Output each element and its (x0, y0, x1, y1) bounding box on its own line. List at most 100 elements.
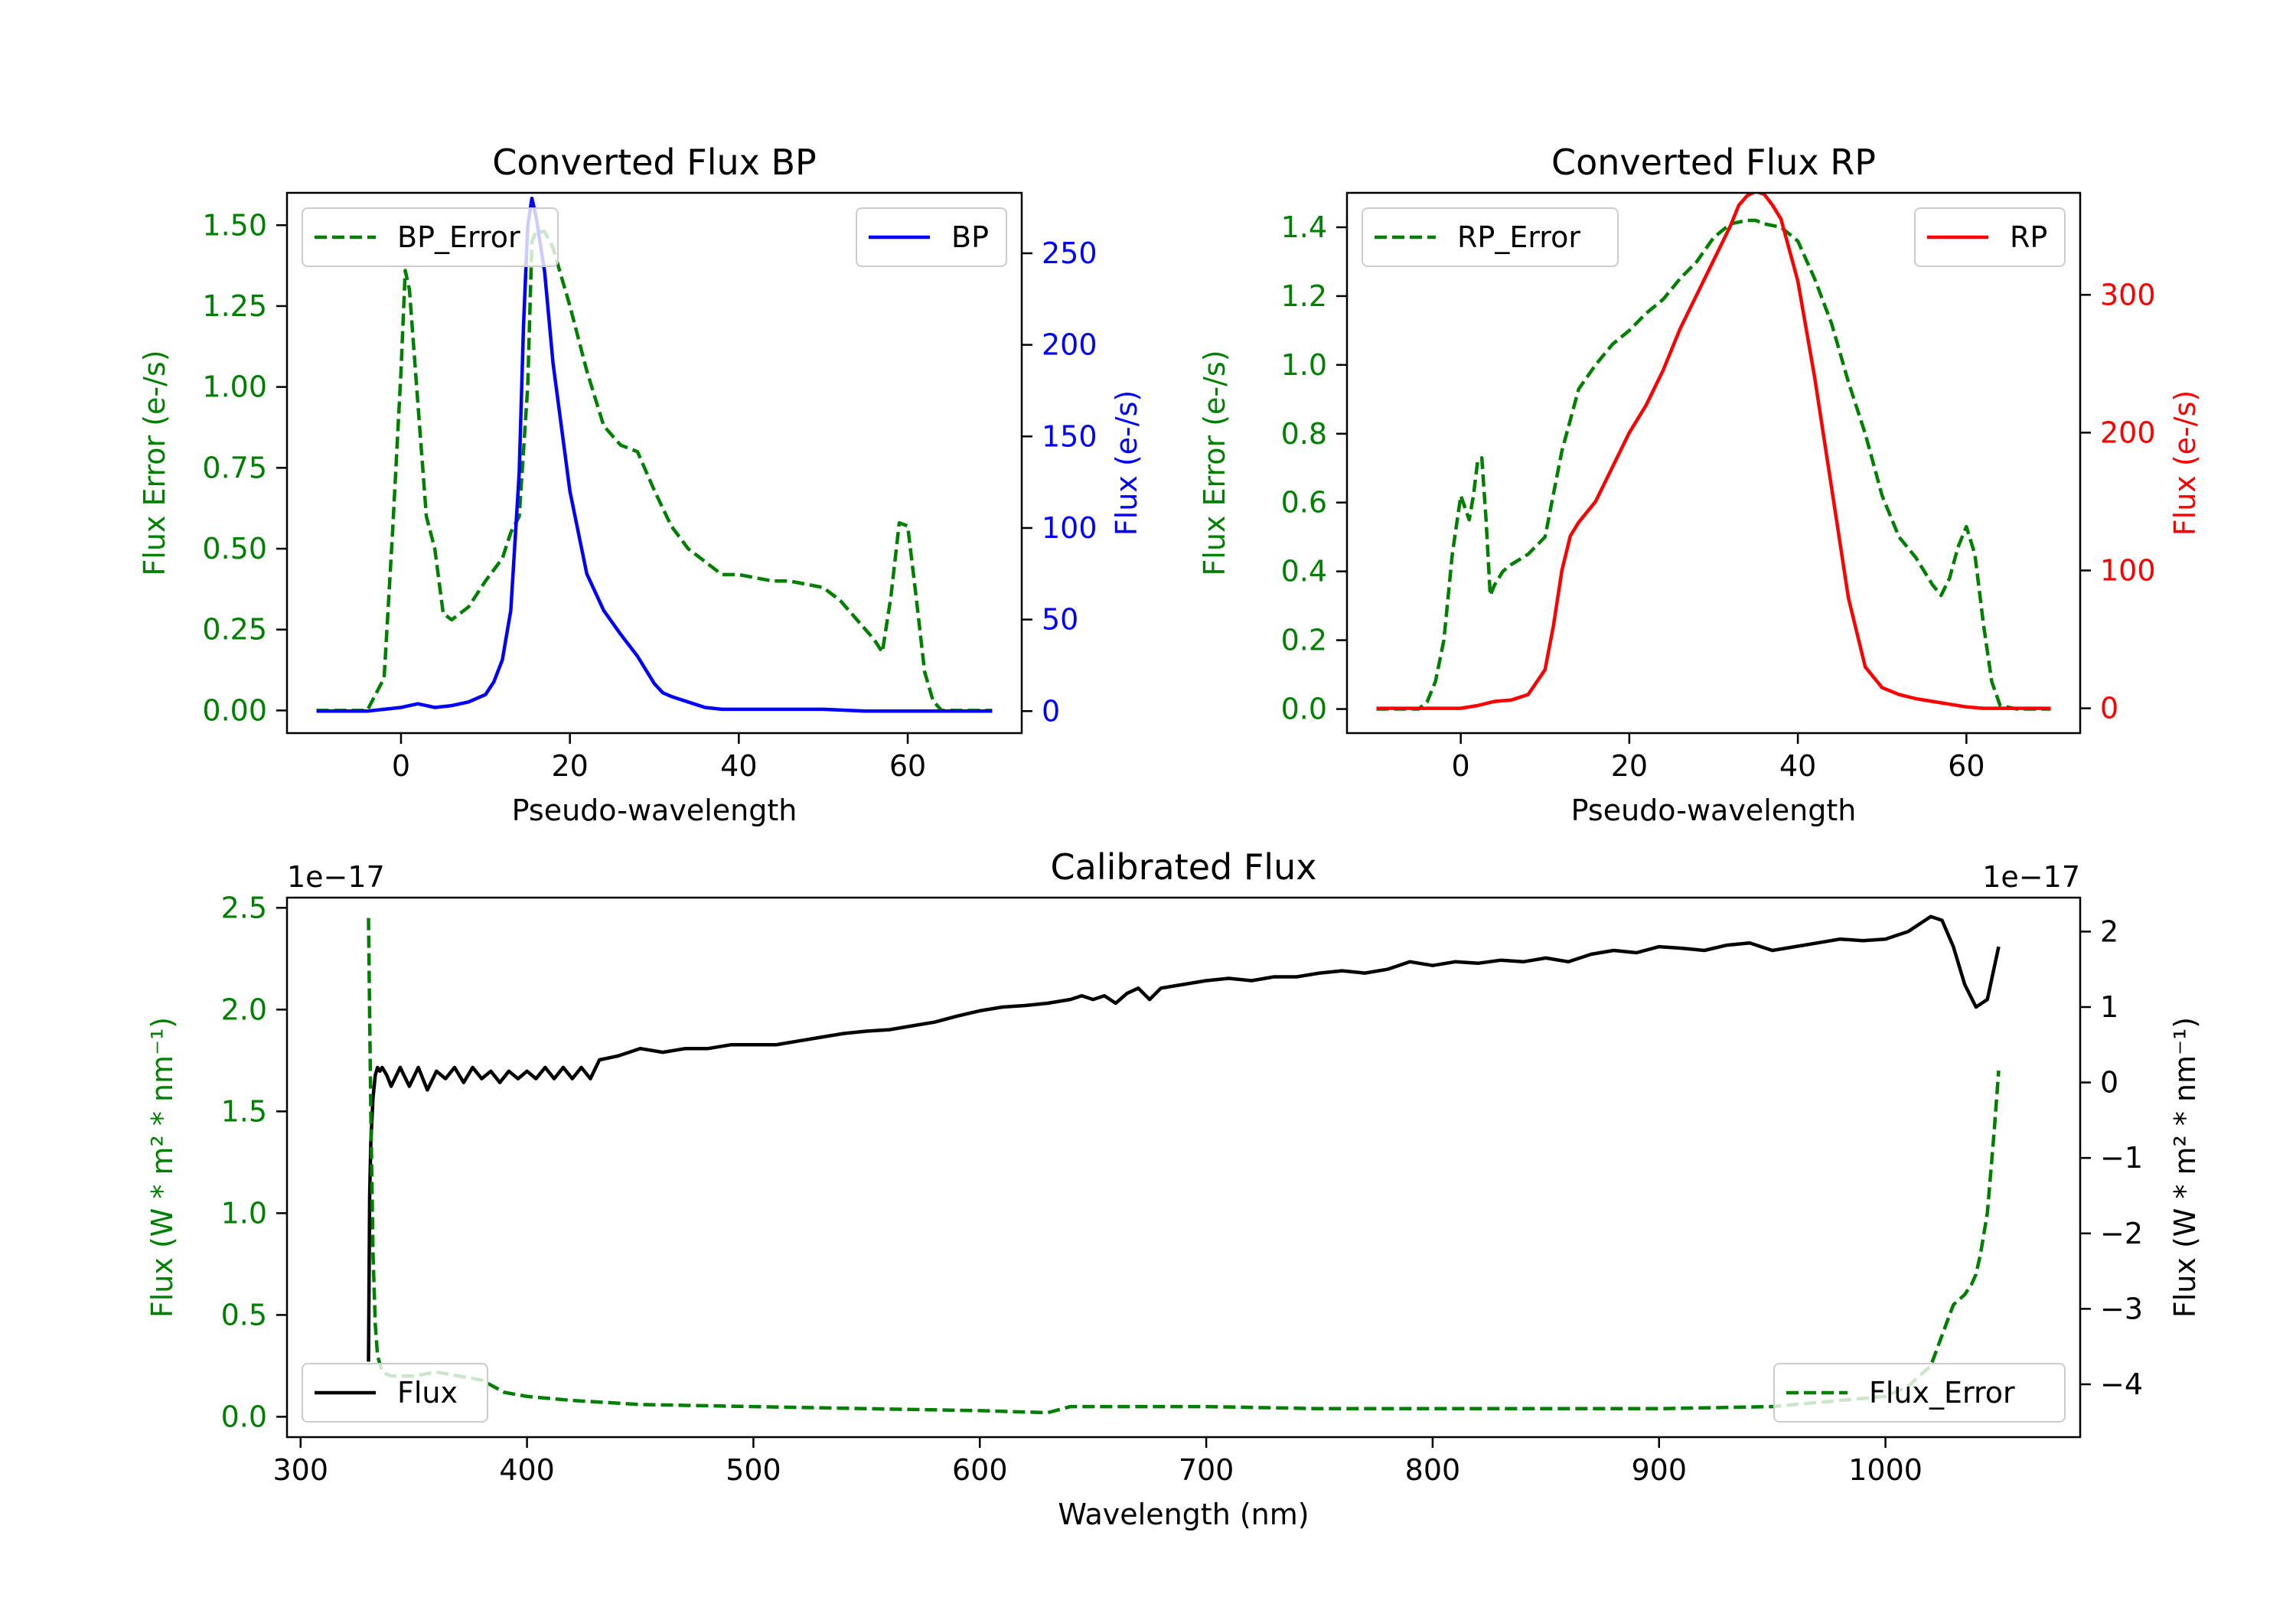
y-right-tick-label: −2 (2100, 1217, 2143, 1250)
series-line-rp-error (1376, 218, 2051, 711)
y-left-tick-label: 0.0 (1281, 693, 1327, 726)
y-left-tick-label: 0.4 (1281, 555, 1327, 588)
legend-right: Flux_Error (1773, 1363, 2066, 1423)
chart-3: 300 400 500 600 700 800 900 1000 0.0 0.5 1.0 1.5 2.0… (145, 846, 2202, 1531)
y-left-tick-label: 0.8 (1281, 417, 1327, 451)
y-right-tick-label: 0 (2100, 1066, 2118, 1100)
chart-2: 0 20 40 60 0.0 0.2 0.4 0.6 0.8 1.0 1.2 1.4 0 100 200 30… (1198, 142, 2202, 827)
y-left-tick-label: 1.25 (202, 289, 267, 323)
y-right-axis-label: Flux (e-/s) (2168, 390, 2202, 536)
y-left-tick-label: 1.2 (1281, 279, 1327, 313)
series-group (1376, 193, 2051, 711)
legend-label: RP (2010, 220, 2047, 254)
y-right-tick-label: 2 (2100, 914, 2118, 948)
x-tick-label: 900 (1631, 1453, 1687, 1487)
legend-left: Flux (302, 1363, 488, 1423)
y-left-tick-label: 0.00 (202, 693, 267, 727)
chart-1: 0 20 40 60 0.00 0.25 0.50 0.75 1.00 1.25 1.50 0 50 10… (138, 142, 1143, 827)
x-tick-label: 800 (1405, 1453, 1461, 1487)
y-left-tick-label: 0.2 (1281, 624, 1327, 657)
legend-box (856, 207, 1007, 267)
x-tick-label: 60 (889, 749, 926, 783)
y-right-axis-label: Flux (e-/s) (1110, 390, 1143, 536)
x-tick-label: 1000 (1848, 1453, 1923, 1487)
y-left-tick-label: 1.0 (221, 1196, 267, 1230)
x-tick-label: 300 (272, 1453, 328, 1487)
legend-box (1914, 207, 2066, 267)
x-axis-label: Pseudo-wavelength (1571, 794, 1857, 827)
x-tick-label: 400 (499, 1453, 555, 1487)
series-line-bp-error (316, 230, 993, 712)
legend-box (1773, 1363, 2066, 1423)
legend-label: BP (951, 220, 989, 254)
x-tick-label: 60 (1948, 749, 1985, 783)
x-axis-label: Pseudo-wavelength (512, 794, 797, 827)
legend-label: Flux (397, 1376, 458, 1410)
series-line-flux (367, 914, 2001, 1362)
series-line-bp (316, 196, 993, 713)
y-left-tick-label: 0.0 (221, 1400, 267, 1433)
x-tick-label: 20 (1611, 749, 1648, 783)
y-right-tick-label: 0 (1042, 694, 1060, 728)
x-tick-label: 500 (726, 1453, 781, 1487)
y-right-tick-label: 50 (1042, 603, 1078, 637)
y-left-tick-label: 2.5 (221, 891, 267, 924)
chart-title: Calibrated Flux (1051, 846, 1317, 888)
y-left-tick-label: 1.0 (1281, 348, 1327, 382)
x-tick-label: 700 (1179, 1453, 1234, 1487)
x-tick-label: 40 (720, 749, 757, 783)
chart-title: Converted Flux BP (492, 142, 817, 183)
y-right-offset-text: 1e−17 (1982, 860, 2080, 894)
legend-left: RP_Error (1362, 207, 1619, 267)
legend-label: BP_Error (397, 220, 520, 254)
legend-box (1362, 207, 1619, 267)
x-axis-label: Wavelength (nm) (1058, 1498, 1309, 1531)
y-left-tick-label: 1.4 (1281, 210, 1327, 244)
plot-frame (1345, 191, 2082, 735)
y-left-tick-label: 0.5 (221, 1298, 267, 1332)
y-right-tick-label: −1 (2100, 1141, 2143, 1175)
y-right-tick-label: 200 (2100, 416, 2156, 449)
y-right-tick-label: −4 (2100, 1367, 2143, 1401)
x-tick-label: 0 (392, 749, 410, 783)
series-group (367, 914, 2001, 1415)
y-right-tick-label: 1 (2100, 990, 2118, 1024)
y-right-tick-label: 200 (1042, 328, 1097, 362)
y-right-tick-label: 100 (1042, 511, 1097, 545)
legend-left: BP_Error (302, 207, 559, 267)
plot-frame (285, 191, 1023, 735)
y-left-tick-label: 1.50 (202, 208, 267, 242)
series-group (316, 196, 993, 713)
y-right-tick-label: 300 (2100, 278, 2156, 311)
series-line-rp (1376, 193, 2051, 710)
y-left-tick-label: 0.75 (202, 451, 267, 484)
y-left-tick-label: 0.6 (1281, 486, 1327, 520)
y-left-tick-label: 2.0 (221, 993, 267, 1026)
legend-right: BP (856, 207, 1007, 267)
x-tick-label: 0 (1452, 749, 1470, 783)
y-left-tick-label: 0.25 (202, 613, 267, 647)
x-tick-label: 40 (1779, 749, 1816, 783)
x-tick-label: 600 (952, 1453, 1008, 1487)
legend-label: Flux_Error (1869, 1376, 2015, 1410)
y-left-tick-label: 0.50 (202, 532, 267, 566)
y-left-tick-label: 1.5 (221, 1094, 267, 1128)
legend-box (302, 207, 559, 267)
plot-frame (285, 896, 2082, 1439)
y-right-tick-label: 0 (2100, 692, 2118, 725)
legend-label: RP_Error (1457, 220, 1580, 254)
y-right-tick-label: 250 (1042, 236, 1097, 270)
y-left-tick-label: 1.00 (202, 370, 267, 404)
y-right-axis-label: Flux (W * m² * nm⁻¹) (2168, 1017, 2202, 1318)
chart-title: Converted Flux RP (1551, 142, 1876, 183)
y-left-axis-label: Flux Error (e-/s) (138, 350, 171, 575)
legend-right: RP (1914, 207, 2066, 267)
legend-box (302, 1363, 488, 1423)
x-tick-label: 20 (551, 749, 588, 783)
y-right-tick-label: 150 (1042, 419, 1097, 453)
y-left-axis-label: Flux (W * m² * nm⁻¹) (145, 1017, 179, 1318)
y-right-tick-label: 100 (2100, 553, 2156, 587)
y-left-offset-text: 1e−17 (287, 860, 385, 894)
y-right-tick-label: −3 (2100, 1292, 2143, 1325)
